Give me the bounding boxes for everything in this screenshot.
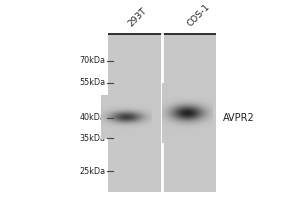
Text: 293T: 293T xyxy=(126,6,148,29)
Text: 40kDa: 40kDa xyxy=(79,113,105,122)
Text: 25kDa: 25kDa xyxy=(79,167,105,176)
Text: COS-1: COS-1 xyxy=(186,2,212,29)
Bar xyxy=(108,34,216,192)
Text: AVPR2: AVPR2 xyxy=(223,113,255,123)
Text: 35kDa: 35kDa xyxy=(79,134,105,143)
Text: 70kDa: 70kDa xyxy=(79,56,105,65)
Text: 55kDa: 55kDa xyxy=(79,78,105,87)
